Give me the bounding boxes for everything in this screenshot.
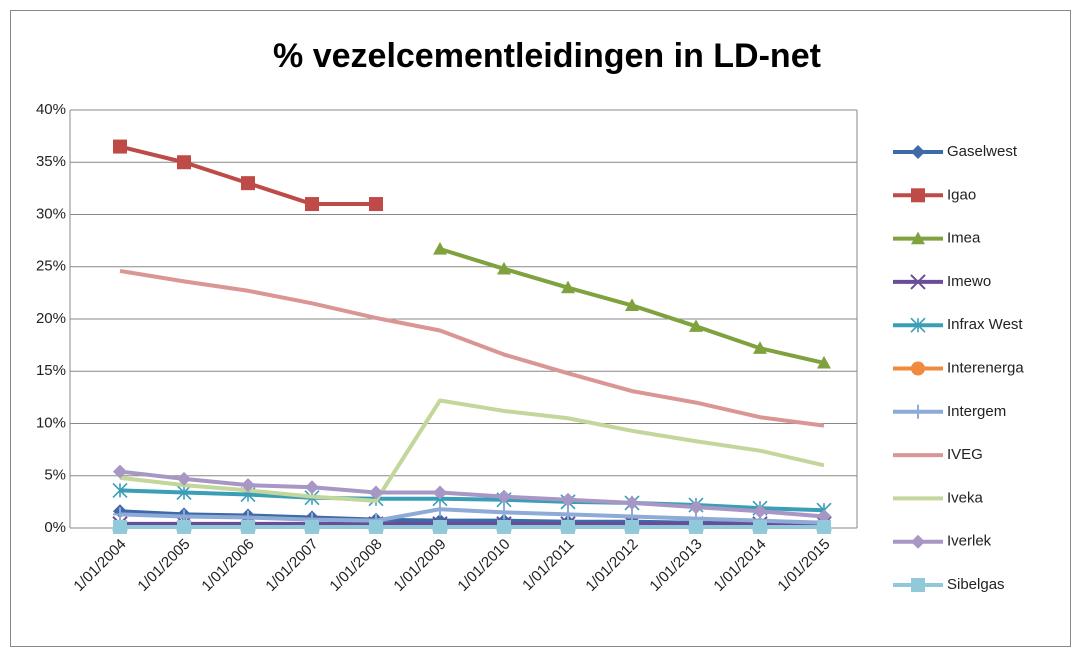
legend-marker	[911, 404, 925, 419]
legend-marker	[911, 145, 925, 159]
data-point	[177, 519, 191, 534]
legend-marker	[910, 274, 926, 290]
data-point	[817, 355, 831, 369]
legend-label: Sibelgas	[947, 576, 1005, 593]
legend-marker	[911, 361, 925, 376]
data-point	[305, 519, 319, 534]
legend-marker	[911, 578, 925, 592]
data-point	[112, 482, 128, 498]
y-tick-label: 15%	[36, 362, 66, 379]
data-point	[305, 480, 319, 495]
legend-label: Gaselwest	[947, 143, 1018, 160]
data-point	[433, 241, 447, 255]
data-point	[497, 261, 511, 275]
y-tick-label: 35%	[36, 153, 66, 170]
y-tick-label: 5%	[44, 467, 66, 484]
data-point	[689, 500, 703, 515]
y-tick-label: 10%	[36, 414, 66, 431]
legend-label: Infrax West	[947, 316, 1023, 333]
data-point	[369, 197, 383, 212]
data-point	[561, 280, 575, 294]
y-tick-label: 30%	[36, 205, 66, 222]
data-point	[497, 505, 511, 520]
data-point	[113, 139, 127, 154]
data-point	[176, 484, 192, 501]
series-line	[119, 398, 825, 503]
data-point	[753, 341, 767, 354]
data-point	[625, 298, 639, 312]
data-point	[625, 519, 639, 534]
data-point	[433, 502, 447, 517]
series-line	[119, 469, 825, 519]
data-point	[177, 155, 191, 170]
chart-title: % vezelcementleidingen in LD-net	[273, 37, 821, 75]
legend-label: Iverlek	[947, 533, 992, 550]
data-point	[177, 471, 191, 486]
data-point	[561, 507, 575, 522]
legend-label: IVEG	[947, 446, 983, 463]
legend-label: Intergem	[947, 403, 1006, 420]
data-point	[497, 489, 511, 504]
series-line	[119, 507, 825, 525]
legend-label: Imewo	[947, 273, 991, 290]
data-point	[241, 176, 255, 191]
data-point	[817, 519, 831, 534]
series-line	[119, 488, 825, 513]
legend-label: Interenerga	[947, 359, 1024, 376]
data-point	[625, 495, 639, 510]
data-point	[113, 464, 127, 479]
data-point	[433, 519, 447, 534]
legend-label: Iveka	[947, 489, 984, 506]
y-tick-label: 20%	[36, 310, 66, 327]
legend-marker	[911, 534, 925, 549]
legend-marker	[910, 317, 926, 333]
legend-label: Igao	[947, 186, 976, 203]
legend-label: Imea	[947, 230, 981, 247]
series-line	[119, 268, 825, 428]
data-point	[113, 507, 127, 522]
data-point	[753, 504, 767, 519]
data-point	[369, 485, 383, 500]
data-point	[113, 519, 127, 534]
data-point	[561, 519, 575, 534]
data-point	[369, 519, 383, 534]
legend-marker	[911, 188, 925, 203]
y-tick-label: 0%	[44, 519, 66, 536]
data-point	[689, 319, 703, 332]
y-tick-label: 25%	[36, 258, 66, 275]
data-point	[433, 485, 447, 500]
data-point	[305, 197, 319, 212]
data-point	[497, 519, 511, 534]
data-point	[689, 519, 703, 534]
data-point	[241, 478, 255, 493]
data-point	[241, 519, 255, 534]
y-tick-label: 40%	[36, 101, 66, 118]
data-point	[753, 519, 767, 534]
data-point	[561, 492, 575, 507]
legend-marker	[911, 231, 925, 245]
